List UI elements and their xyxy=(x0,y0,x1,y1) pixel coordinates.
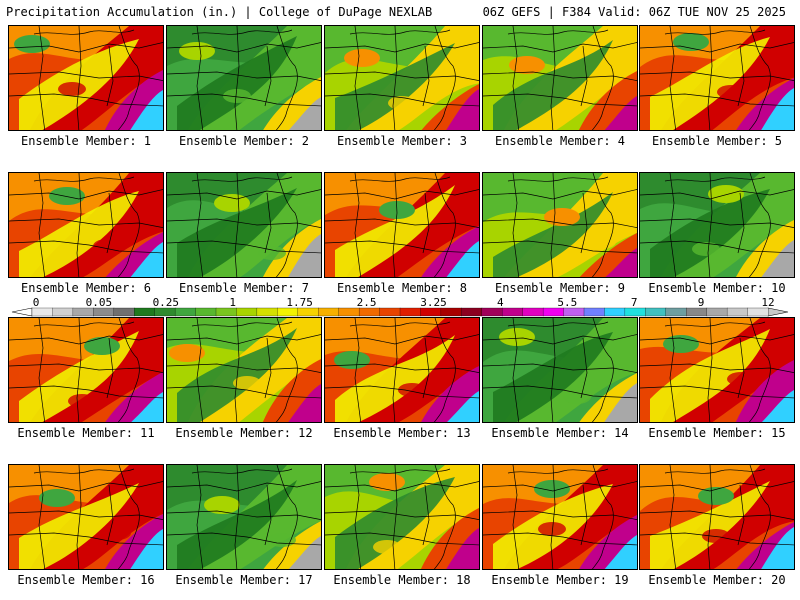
colorbar-tick-label: 5.5 xyxy=(557,297,577,309)
colorbar-swatch xyxy=(277,307,299,317)
precip-map-member-13 xyxy=(324,317,480,423)
colorbar-swatch xyxy=(542,307,565,317)
precip-map-member-20 xyxy=(639,464,795,570)
precip-map-member-3 xyxy=(324,25,480,131)
member-label: Ensemble Member: 1 xyxy=(20,134,152,148)
member-label: Ensemble Member: 7 xyxy=(178,281,310,295)
colorbar-swatch xyxy=(686,307,708,317)
colorbar-right-arrow xyxy=(767,307,789,317)
precip-map-member-2 xyxy=(166,25,322,131)
colorbar-swatch xyxy=(195,307,217,317)
colorbar-swatch xyxy=(481,307,503,317)
colorbar-tick-label: 3.25 xyxy=(420,297,447,309)
precip-colorbar: 0 0.05 0.25 1 1.75 2.5 3.25 4 5.5 7 9 12 xyxy=(11,297,789,317)
colorbar-tick-label: 7 xyxy=(631,297,638,309)
precip-map-member-10 xyxy=(639,172,795,278)
colorbar-swatch xyxy=(52,307,74,317)
colorbar-swatch xyxy=(72,307,94,317)
member-label: Ensemble Member: 8 xyxy=(336,281,468,295)
colorbar-swatch xyxy=(399,307,421,317)
colorbar-tick-label: 0 xyxy=(33,297,40,309)
colorbar-tick-label: 9 xyxy=(698,297,705,309)
member-label: Ensemble Member: 15 xyxy=(648,426,786,440)
colorbar-tick-label: 1.75 xyxy=(286,297,313,309)
precip-map-member-15 xyxy=(639,317,795,423)
colorbar-swatch xyxy=(747,307,769,317)
colorbar-tick-label: 12 xyxy=(761,297,774,309)
member-label: Ensemble Member: 14 xyxy=(491,426,629,440)
colorbar-swatch xyxy=(318,307,340,317)
colorbar-swatch xyxy=(215,307,237,317)
member-label: Ensemble Member: 20 xyxy=(648,573,786,587)
colorbar-swatch xyxy=(645,307,667,317)
precip-map-member-7 xyxy=(166,172,322,278)
colorbar-swatch xyxy=(113,307,135,317)
precip-map-member-17 xyxy=(166,464,322,570)
member-label: Ensemble Member: 12 xyxy=(175,426,313,440)
colorbar-swatch xyxy=(174,307,197,317)
precip-map-member-8 xyxy=(324,172,480,278)
member-label: Ensemble Member: 6 xyxy=(20,281,152,295)
precip-map-member-5 xyxy=(639,25,795,131)
precip-map-member-11 xyxy=(8,317,164,423)
colorbar-swatch xyxy=(134,307,156,317)
precip-map-member-1 xyxy=(8,25,164,131)
member-label: Ensemble Member: 16 xyxy=(17,573,155,587)
member-label: Ensemble Member: 4 xyxy=(494,134,626,148)
colorbar-swatch xyxy=(665,307,687,317)
colorbar-swatch xyxy=(604,307,626,317)
colorbar-swatch xyxy=(583,307,605,317)
colorbar-tick-label: 0.05 xyxy=(86,297,113,309)
precip-map-member-18 xyxy=(324,464,480,570)
colorbar-tick-label: 4 xyxy=(497,297,504,309)
colorbar-tick-label: 1 xyxy=(229,297,236,309)
precip-map-member-19 xyxy=(482,464,638,570)
colorbar-swatch xyxy=(154,307,176,317)
colorbar-swatch xyxy=(256,307,278,317)
colorbar-swatch xyxy=(420,307,442,317)
colorbar-swatch xyxy=(236,307,258,317)
precip-map-member-4 xyxy=(482,25,638,131)
member-label: Ensemble Member: 9 xyxy=(494,281,626,295)
member-label: Ensemble Member: 19 xyxy=(491,573,629,587)
colorbar-swatch xyxy=(563,307,585,317)
colorbar-swatch xyxy=(726,307,749,317)
colorbar-swatch xyxy=(31,307,53,317)
colorbar-left-arrow xyxy=(11,307,33,317)
colorbar-swatch xyxy=(379,307,401,317)
colorbar-swatch xyxy=(522,307,544,317)
member-label: Ensemble Member: 5 xyxy=(651,134,783,148)
colorbar-swatch xyxy=(461,307,483,317)
member-label: Ensemble Member: 18 xyxy=(333,573,471,587)
colorbar-swatch xyxy=(706,307,728,317)
colorbar-swatch xyxy=(338,307,360,317)
member-label: Ensemble Member: 3 xyxy=(336,134,468,148)
colorbar-tick-label: 2.5 xyxy=(357,297,377,309)
colorbar-swatch xyxy=(440,307,462,317)
precip-map-member-16 xyxy=(8,464,164,570)
precip-map-member-12 xyxy=(166,317,322,423)
precip-map-member-9 xyxy=(482,172,638,278)
member-label: Ensemble Member: 17 xyxy=(175,573,313,587)
colorbar-swatch xyxy=(502,307,524,317)
member-label: Ensemble Member: 11 xyxy=(17,426,155,440)
colorbar-swatch xyxy=(297,307,319,317)
precip-map-member-6 xyxy=(8,172,164,278)
map-title: Precipitation Accumulation (in.) | Colle… xyxy=(6,5,433,19)
precip-map-member-14 xyxy=(482,317,638,423)
colorbar-swatch xyxy=(358,307,381,317)
colorbar-swatch xyxy=(624,307,646,317)
member-label: Ensemble Member: 13 xyxy=(333,426,471,440)
colorbar-tick-label: 0.25 xyxy=(153,297,180,309)
colorbar-swatch xyxy=(93,307,115,317)
run-info: 06Z GEFS | F384 Valid: 06Z TUE NOV 25 20… xyxy=(482,5,786,19)
member-label: Ensemble Member: 2 xyxy=(178,134,310,148)
member-label: Ensemble Member: 10 xyxy=(648,281,786,295)
